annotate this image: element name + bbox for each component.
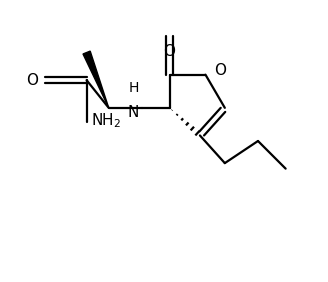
Text: O: O <box>214 63 226 78</box>
Text: NH$_2$: NH$_2$ <box>91 111 121 130</box>
Polygon shape <box>83 51 109 108</box>
Text: O: O <box>164 44 175 59</box>
Text: H: H <box>128 81 139 95</box>
Text: O: O <box>26 73 38 88</box>
Text: N: N <box>128 105 139 120</box>
